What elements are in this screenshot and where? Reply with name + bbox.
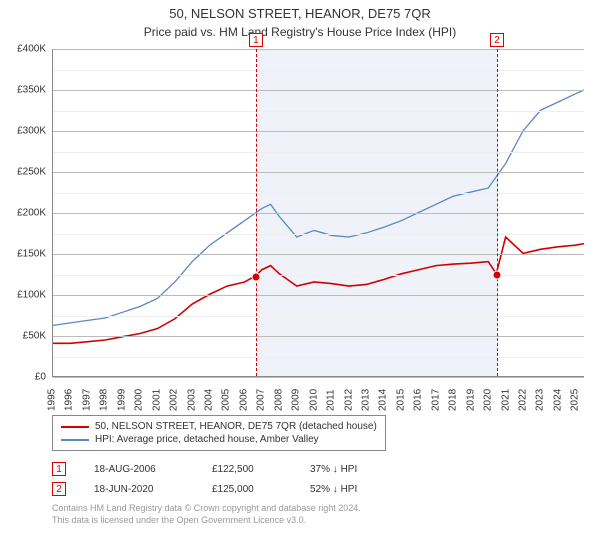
x-axis-label: 2004 (203, 389, 214, 411)
y-axis-label: £50K (23, 331, 46, 342)
attribution-line: This data is licensed under the Open Gov… (52, 515, 584, 527)
series-price_paid (53, 237, 584, 343)
y-axis-label: £100K (17, 290, 46, 301)
x-axis-label: 2025 (570, 389, 581, 411)
y-axis-label: £300K (17, 126, 46, 137)
event-price: £125,000 (212, 484, 282, 495)
legend-label: 50, NELSON STREET, HEANOR, DE75 7QR (det… (95, 421, 377, 432)
x-axis-label: 2003 (186, 389, 197, 411)
event-badge: 2 (52, 482, 66, 496)
x-axis-labels: 1995199619971998199920002001200220032004… (52, 379, 584, 409)
x-axis-label: 2001 (151, 389, 162, 411)
y-axis-label: £0 (35, 372, 46, 383)
x-axis-label: 2014 (378, 389, 389, 411)
x-axis-label: 2000 (134, 389, 145, 411)
page-subtitle: Price paid vs. HM Land Registry's House … (8, 25, 592, 39)
x-axis-label: 2023 (535, 389, 546, 411)
x-axis-label: 2009 (291, 389, 302, 411)
legend-swatch (61, 426, 89, 428)
x-axis-label: 2016 (413, 389, 424, 411)
page-title: 50, NELSON STREET, HEANOR, DE75 7QR (8, 6, 592, 21)
x-axis-label: 2006 (238, 389, 249, 411)
x-axis-label: 2007 (256, 389, 267, 411)
event-row: 1 18-AUG-2006 £122,500 37% ↓ HPI (52, 459, 584, 479)
y-axis-label: £400K (17, 44, 46, 55)
event-price: £122,500 (212, 464, 282, 475)
event-date: 18-JUN-2020 (94, 484, 184, 495)
x-axis-label: 2015 (395, 389, 406, 411)
x-axis-label: 2019 (465, 389, 476, 411)
event-hpi-diff: 37% ↓ HPI (310, 464, 410, 475)
legend: 50, NELSON STREET, HEANOR, DE75 7QR (det… (52, 415, 386, 451)
events-table: 1 18-AUG-2006 £122,500 37% ↓ HPI 2 18-JU… (52, 459, 584, 499)
series-hpi (53, 90, 584, 325)
y-axis-label: £250K (17, 167, 46, 178)
legend-item: HPI: Average price, detached house, Ambe… (61, 433, 377, 446)
x-axis-label: 2008 (273, 389, 284, 411)
x-axis-label: 2024 (552, 389, 563, 411)
x-axis-label: 2012 (343, 389, 354, 411)
sale-marker (251, 272, 260, 281)
x-axis-label: 2005 (221, 389, 232, 411)
y-axis-label: £150K (17, 249, 46, 260)
x-axis-label: 2002 (169, 389, 180, 411)
legend-label: HPI: Average price, detached house, Ambe… (95, 434, 319, 445)
plot-area: 12 (52, 49, 584, 377)
x-axis-label: 1995 (47, 389, 58, 411)
event-marker: 2 (490, 33, 504, 47)
legend-swatch (61, 439, 89, 441)
event-badge: 1 (52, 462, 66, 476)
y-axis-label: £200K (17, 208, 46, 219)
x-axis-label: 2022 (517, 389, 528, 411)
x-axis-label: 1998 (99, 389, 110, 411)
x-axis-label: 2021 (500, 389, 511, 411)
x-axis-label: 2020 (483, 389, 494, 411)
chart: £0 £50K £100K £150K £200K £250K £300K £350K £400… (8, 47, 592, 409)
y-axis-labels: £0£50K£100K£150K£200K£250K£300K£350K£400… (8, 49, 50, 377)
y-axis-label: £350K (17, 85, 46, 96)
event-date: 18-AUG-2006 (94, 464, 184, 475)
x-axis-label: 2018 (448, 389, 459, 411)
x-axis-label: 1996 (64, 389, 75, 411)
x-axis-label: 2011 (326, 389, 337, 411)
x-axis-label: 2013 (360, 389, 371, 411)
event-marker: 1 (249, 33, 263, 47)
attribution-line: Contains HM Land Registry data © Crown c… (52, 503, 584, 515)
sale-marker (493, 270, 502, 279)
attribution: Contains HM Land Registry data © Crown c… (52, 503, 584, 526)
x-axis-label: 1999 (116, 389, 127, 411)
x-axis-label: 2010 (308, 389, 319, 411)
event-row: 2 18-JUN-2020 £125,000 52% ↓ HPI (52, 479, 584, 499)
event-hpi-diff: 52% ↓ HPI (310, 484, 410, 495)
legend-item: 50, NELSON STREET, HEANOR, DE75 7QR (det… (61, 420, 377, 433)
x-axis-label: 1997 (81, 389, 92, 411)
x-axis-label: 2017 (430, 389, 441, 411)
